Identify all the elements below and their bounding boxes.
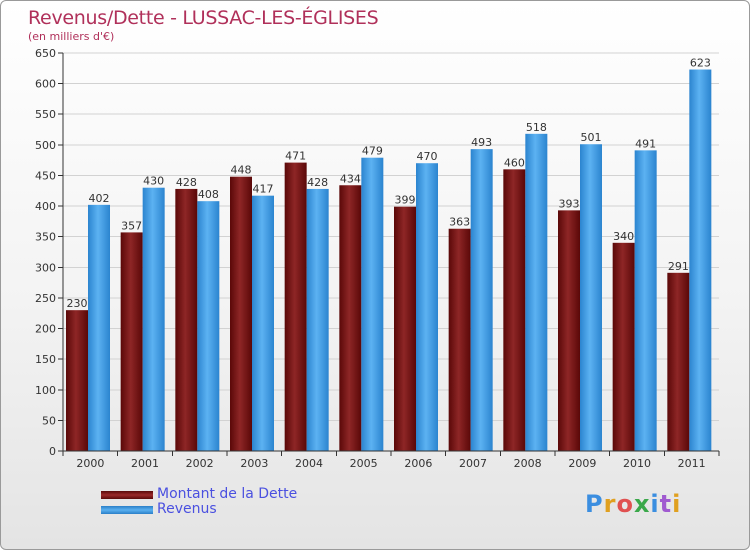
bar-revenus (142, 187, 165, 451)
x-tick-label: 2005 (350, 457, 378, 470)
bar-dette (284, 162, 307, 451)
logo-letter: x (633, 490, 651, 518)
grid-lines (63, 52, 719, 452)
logo-letter: i (672, 490, 682, 518)
bar-revenus (252, 195, 274, 451)
data-label-revenus: 623 (690, 57, 711, 70)
bar-dette (448, 228, 471, 451)
bar-revenus (470, 149, 493, 451)
x-axis: 2000 2001 2002 2003 2004 2005 2006 2007 2008 2009… (62, 450, 720, 470)
bar-dette (558, 210, 580, 451)
x-tick-label: 2002 (186, 457, 214, 470)
chart-subtitle: (en milliers d'€) (28, 30, 115, 43)
bar-dette (175, 188, 198, 451)
data-label-revenus: 430 (143, 175, 164, 188)
data-label-dette: 399 (395, 194, 416, 207)
bars (66, 69, 712, 452)
y-tick-label: 550 (35, 108, 56, 121)
y-tick-label: 250 (35, 292, 56, 305)
data-label-dette: 393 (559, 197, 580, 210)
y-tick-label: 0 (49, 445, 56, 458)
data-label-dette: 448 (231, 164, 252, 177)
data-label-dette: 340 (613, 230, 634, 243)
legend-swatch-dette (101, 490, 153, 499)
bar-dette (66, 310, 88, 451)
data-label-revenus: 518 (526, 121, 547, 134)
bar-revenus (525, 133, 548, 451)
bar-dette (230, 176, 252, 451)
chart-title: Revenus/Dette - LUSSAC-LES-ÉGLISES (28, 7, 379, 29)
legend-item-dette: Montant de la Dette (101, 487, 297, 502)
y-tick-label: 200 (35, 323, 56, 336)
x-tick-label: 2003 (240, 457, 268, 470)
legend-swatch-revenus (101, 505, 153, 514)
y-tick-label: 400 (35, 200, 56, 213)
data-label-dette: 230 (67, 297, 88, 310)
y-tick-label: 450 (35, 169, 56, 182)
x-tick-label: 2006 (404, 457, 432, 470)
y-tick-label: 150 (35, 353, 56, 366)
y-tick-label: 50 (42, 414, 56, 427)
x-tick-label: 2011 (678, 457, 706, 470)
logo-letter: t (659, 490, 673, 518)
data-label-dette: 434 (340, 172, 361, 185)
legend-label-dette: Montant de la Dette (157, 486, 298, 502)
x-tick-label: 2010 (623, 457, 651, 470)
bar-dette (612, 242, 635, 451)
legend: Montant de la Dette Revenus (101, 487, 297, 517)
y-tick-label: 100 (35, 384, 56, 397)
bar-revenus (306, 188, 329, 451)
data-label-revenus: 501 (581, 131, 602, 144)
bar-revenus (689, 69, 712, 451)
data-label-revenus: 470 (417, 150, 438, 163)
logo-letter: o (616, 490, 634, 518)
x-tick-label: 2004 (295, 457, 323, 470)
x-tick-label: 2009 (568, 457, 596, 470)
x-tick-label: 2001 (131, 457, 159, 470)
bar-revenus (634, 150, 657, 451)
data-label-revenus: 493 (471, 136, 492, 149)
data-label-dette: 460 (504, 156, 525, 169)
data-label-revenus: 428 (307, 176, 328, 189)
data-label-dette: 363 (449, 216, 470, 229)
data-label-revenus: 479 (362, 145, 383, 158)
y-tick-label: 650 (35, 47, 56, 60)
y-tick-label: 500 (35, 139, 56, 152)
logo-letter: r (603, 490, 617, 518)
legend-label-revenus: Revenus (157, 501, 217, 517)
y-tick-label: 600 (35, 78, 56, 91)
bar-dette (667, 272, 690, 451)
x-tick-label: 2000 (76, 457, 104, 470)
logo-letter: i (650, 490, 660, 518)
proxiti-logo: Proxiti (585, 490, 681, 518)
data-label-revenus: 408 (198, 188, 219, 201)
data-label-dette: 291 (668, 260, 689, 273)
legend-item-revenus: Revenus (101, 502, 297, 517)
x-tick-label: 2008 (514, 457, 542, 470)
data-label-revenus: 491 (635, 137, 656, 150)
data-label-dette: 471 (285, 150, 306, 163)
y-axis: 0 50 100 150 200 250 300 350 400 450 500 550 600 650 (35, 47, 64, 458)
data-label-dette: 357 (121, 219, 142, 232)
bar-revenus (416, 163, 438, 451)
data-label-revenus: 402 (89, 192, 110, 205)
data-label-dette: 428 (176, 176, 197, 189)
data-label-revenus: 417 (253, 183, 274, 196)
bar-revenus (88, 204, 110, 451)
logo-letter: P (585, 490, 604, 518)
bar-revenus (580, 144, 602, 452)
bar-revenus (197, 201, 220, 451)
bar-dette (339, 185, 362, 451)
y-tick-label: 350 (35, 231, 56, 244)
bar-dette (503, 169, 526, 452)
bar-revenus (361, 157, 384, 451)
x-tick-label: 2007 (459, 457, 487, 470)
y-tick-label: 300 (35, 261, 56, 274)
bar-dette (394, 206, 416, 451)
bar-dette (120, 232, 143, 451)
